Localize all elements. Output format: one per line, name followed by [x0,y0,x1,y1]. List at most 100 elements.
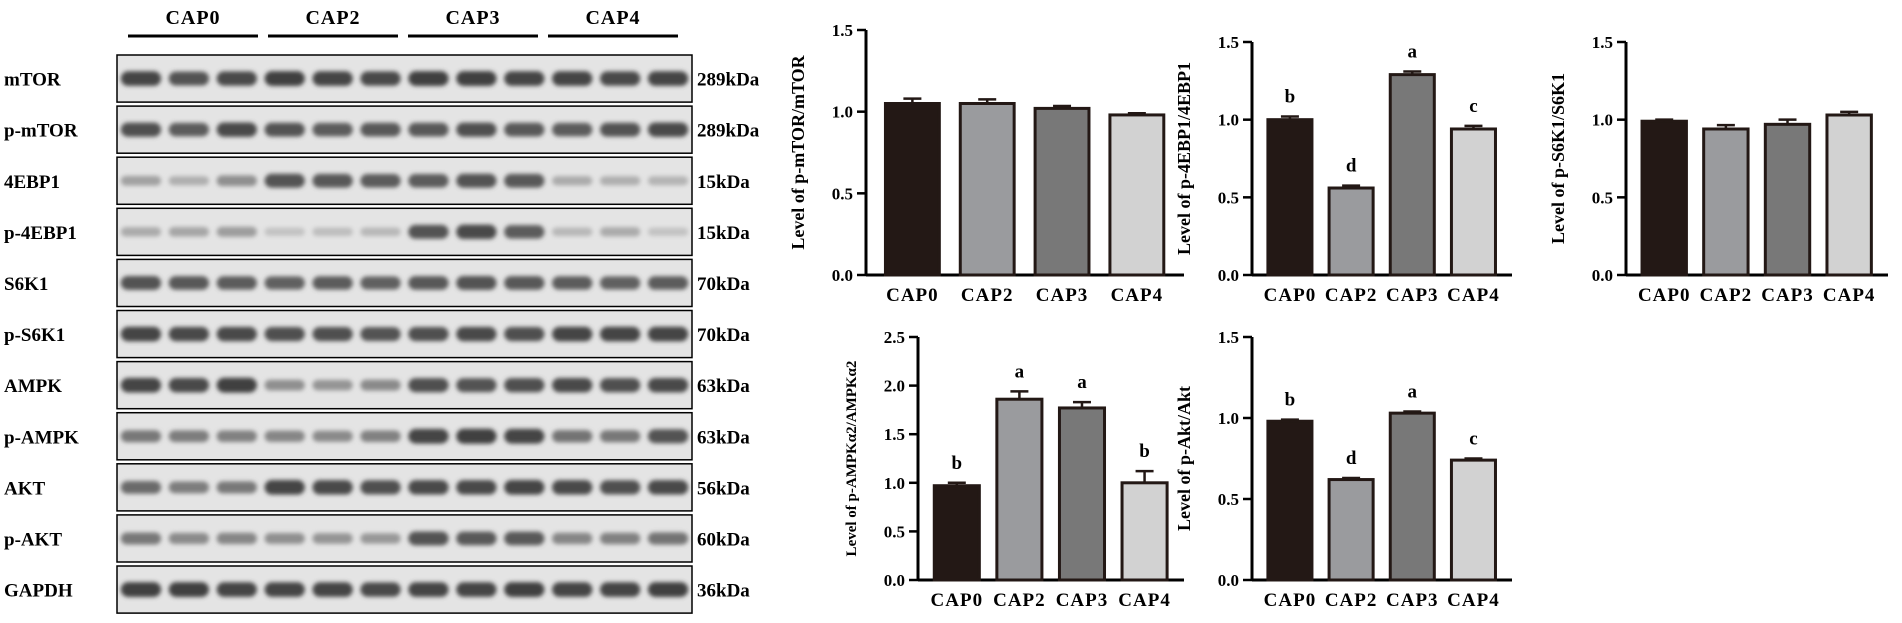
blot-band [312,480,353,495]
y-tick-label: 1.0 [1218,409,1239,428]
blot-band [504,276,545,290]
bar [995,397,1044,582]
y-axis-label: Level of p-AMPKα2/AMPKα2 [844,361,860,557]
group-label: CAP2 [305,7,360,29]
bar [1640,119,1688,277]
blot-band [456,378,497,393]
blot-band [216,276,257,290]
blot-band [552,276,593,290]
blot-band [408,480,449,495]
blot-band [312,173,353,188]
blot-band [552,582,593,597]
x-tick-label: CAP2 [1325,285,1378,306]
blot-band [552,377,593,393]
blot-row: S6K1 70kDa [4,258,750,308]
blot-band [312,326,353,342]
molecular-weight-label: 63kDa [697,376,750,397]
blot-row: p-4EBP1 15kDa [4,207,750,257]
x-tick-label: CAP0 [1638,285,1691,306]
molecular-weight-label: 70kDa [697,325,750,346]
bar-chart: 0.0 0.5 1.0 1.5 Level of p-Akt/Akt b CAP0 d CAP2… [1174,328,1512,611]
x-tick-label: CAP4 [1823,285,1876,306]
blot-band [600,276,641,290]
blot-strip [116,411,693,461]
blot-band [168,532,209,544]
blot-band [216,481,257,494]
blot-band [264,533,305,544]
blot-band [600,430,641,443]
blot-band [360,174,401,188]
molecular-weight-label: 70kDa [697,274,750,295]
blot-band [408,224,449,239]
x-tick-label: CAP4 [1447,590,1500,611]
blot-band [600,582,641,597]
blot-band [360,71,401,86]
blot-band [264,276,305,290]
blot-band [312,430,353,442]
bar [1266,419,1314,582]
blot-band [456,275,497,290]
molecular-weight-label: 289kDa [697,121,760,142]
blot-band [264,480,305,495]
blot-band [312,533,353,544]
blot-band [456,326,497,342]
bar [932,484,981,582]
protein-label: GAPDH [4,581,73,602]
blot-band [600,176,641,186]
blot-row: p-AMPK 63kDa [4,411,750,461]
blot-band [216,71,257,86]
bar [1702,127,1750,277]
blot-band [216,377,257,393]
blot-band [504,173,545,188]
blot-band [216,326,257,342]
blot-band [216,582,257,597]
blot-row: mTOR 289kDa [4,54,760,103]
blot-band [264,173,305,188]
blot-band [504,582,545,597]
protein-label: AKT [4,478,46,499]
significance-letter: d [1346,448,1357,469]
bar [1057,406,1107,582]
blot-band [120,377,162,393]
blot-band [264,582,305,597]
protein-label: p-AKT [4,529,62,550]
blot-band [504,531,545,546]
blot-band [408,428,449,444]
blot-band [168,582,209,597]
blot-band [552,480,593,495]
blot-band [168,122,209,137]
blot-band [552,532,593,545]
blot-band [120,275,162,290]
bar [1120,481,1169,582]
molecular-weight-label: 15kDa [697,172,750,193]
blot-band [456,71,497,86]
blot-band [360,227,401,237]
blot-strip [116,105,693,154]
blot-band [647,582,689,597]
significance-letter: c [1469,429,1477,450]
y-tick-label: 0.5 [832,184,853,203]
y-tick-label: 0.0 [1218,571,1239,590]
x-tick-label: CAP0 [931,590,984,611]
y-tick-label: 1.5 [1218,328,1239,347]
blot-row: 4EBP1 15kDa [4,156,750,206]
blot-band [168,176,209,186]
blot-band [504,122,545,137]
blot-band [600,480,641,495]
protein-label: p-4EBP1 [4,223,77,244]
blot-band [312,276,353,290]
blot-band [120,480,162,494]
bar [1033,106,1091,277]
blot-band [600,326,641,342]
y-tick-label: 1.0 [1592,111,1613,130]
blot-band [312,122,353,137]
blot-band [408,378,449,393]
protein-label: p-AMPK [4,427,79,448]
blot-band [216,532,257,545]
blot-strip [116,360,693,410]
y-tick-label: 1.5 [1218,33,1239,52]
blot-band [456,480,497,495]
protein-label: S6K1 [4,274,48,295]
blot-band [600,378,641,393]
